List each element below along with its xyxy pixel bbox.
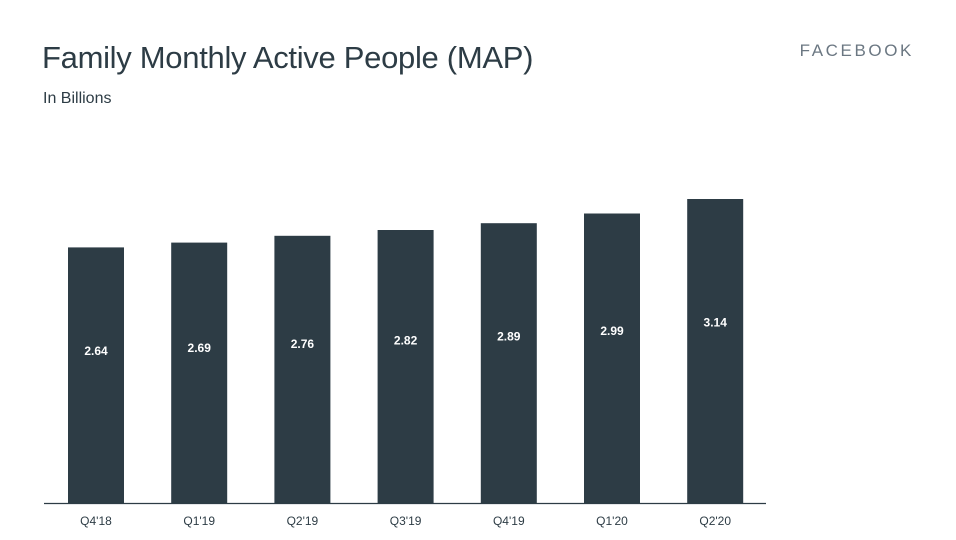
- x-tick-label: Q2'19: [287, 514, 319, 528]
- bar-1: [171, 242, 228, 503]
- bar-2: [274, 235, 331, 504]
- bar-value-label: 2.76: [291, 337, 315, 351]
- facebook-logo: FACEBOOK: [799, 41, 914, 60]
- bar-value-label: 2.82: [394, 334, 418, 348]
- bar-5: [584, 213, 640, 503]
- bar-value-label: 2.99: [600, 324, 624, 338]
- bar-value-label: 3.14: [704, 316, 728, 330]
- page-title: Family Monthly Active People (MAP): [42, 40, 534, 75]
- x-tick-label: Q1'20: [596, 514, 628, 528]
- bar-value-label: 2.64: [84, 344, 108, 358]
- x-tick-label: Q4'19: [493, 514, 525, 528]
- bar-value-label: 2.89: [497, 330, 521, 344]
- bar-4: [480, 223, 537, 503]
- x-tick-label: Q1'19: [183, 514, 215, 528]
- x-tick-label: Q3'19: [390, 514, 422, 528]
- page-subtitle: In Billions: [43, 90, 112, 107]
- x-tick-label: Q4'18: [80, 514, 112, 528]
- x-tick-label: Q2'20: [699, 514, 731, 528]
- bar-0: [68, 247, 124, 503]
- bar-6: [687, 199, 744, 503]
- bar-3: [377, 230, 434, 503]
- bar-value-label: 2.69: [188, 341, 212, 355]
